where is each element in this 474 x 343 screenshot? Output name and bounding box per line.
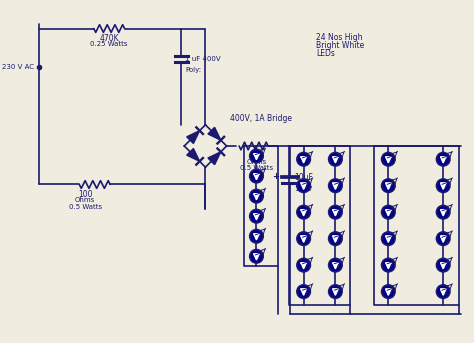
Circle shape [328, 205, 342, 219]
Text: 10uF: 10uF [294, 173, 313, 182]
Circle shape [382, 285, 395, 298]
Circle shape [328, 232, 342, 245]
Polygon shape [386, 210, 391, 216]
Circle shape [297, 285, 310, 298]
Circle shape [437, 232, 450, 245]
Polygon shape [187, 149, 200, 161]
Circle shape [250, 169, 263, 183]
Polygon shape [441, 263, 446, 269]
Polygon shape [441, 210, 446, 216]
Polygon shape [441, 184, 446, 189]
Circle shape [297, 232, 310, 245]
Polygon shape [441, 236, 446, 243]
Circle shape [250, 250, 263, 263]
Polygon shape [254, 154, 259, 160]
Text: Ohms: Ohms [246, 158, 266, 165]
Text: 0.5 Watts: 0.5 Watts [69, 204, 101, 210]
Text: 100: 100 [78, 190, 92, 199]
Polygon shape [386, 236, 391, 243]
Polygon shape [301, 263, 306, 269]
Polygon shape [333, 184, 338, 189]
Circle shape [250, 189, 263, 203]
Circle shape [250, 149, 263, 163]
Text: 470K: 470K [100, 34, 119, 43]
Polygon shape [386, 263, 391, 269]
Polygon shape [333, 157, 338, 163]
Circle shape [297, 179, 310, 192]
Circle shape [437, 179, 450, 192]
Polygon shape [254, 194, 259, 200]
Polygon shape [386, 184, 391, 189]
Polygon shape [254, 214, 259, 220]
Circle shape [297, 153, 310, 166]
Text: 1 uF 400V: 1 uF 400V [185, 56, 221, 62]
Polygon shape [301, 157, 306, 163]
Text: 230 V AC: 230 V AC [2, 64, 34, 70]
Text: Bright White: Bright White [316, 41, 365, 50]
Text: Poly:: Poly: [185, 67, 201, 73]
Circle shape [328, 153, 342, 166]
Text: +: + [273, 172, 280, 181]
Polygon shape [301, 289, 306, 295]
Text: LEDs: LEDs [316, 49, 335, 58]
Polygon shape [254, 234, 259, 240]
Circle shape [328, 179, 342, 192]
Polygon shape [301, 236, 306, 243]
Circle shape [250, 229, 263, 243]
Polygon shape [187, 131, 200, 143]
Circle shape [437, 205, 450, 219]
Text: 24 Nos High: 24 Nos High [316, 33, 363, 43]
Polygon shape [208, 152, 221, 165]
Polygon shape [301, 210, 306, 216]
Polygon shape [441, 289, 446, 295]
Circle shape [382, 205, 395, 219]
Polygon shape [208, 127, 221, 140]
Circle shape [297, 205, 310, 219]
Circle shape [250, 210, 263, 223]
Circle shape [437, 258, 450, 272]
Polygon shape [333, 210, 338, 216]
Circle shape [437, 153, 450, 166]
Polygon shape [254, 174, 259, 180]
Text: 400V, 1A Bridge: 400V, 1A Bridge [230, 114, 292, 123]
Polygon shape [333, 236, 338, 243]
Text: Ohms: Ohms [75, 197, 95, 203]
Polygon shape [441, 157, 446, 163]
Circle shape [328, 285, 342, 298]
Circle shape [382, 179, 395, 192]
Circle shape [297, 258, 310, 272]
Circle shape [382, 232, 395, 245]
Circle shape [328, 258, 342, 272]
Text: 0.25 Watts: 0.25 Watts [91, 41, 128, 47]
Circle shape [437, 285, 450, 298]
Polygon shape [254, 254, 259, 260]
Polygon shape [386, 157, 391, 163]
Polygon shape [301, 184, 306, 189]
Text: 100: 100 [249, 152, 264, 161]
Polygon shape [333, 289, 338, 295]
Circle shape [382, 258, 395, 272]
Circle shape [382, 153, 395, 166]
Text: 0.5 Watts: 0.5 Watts [240, 165, 273, 171]
Text: 160V: 160V [294, 186, 312, 192]
Polygon shape [386, 289, 391, 295]
Polygon shape [333, 263, 338, 269]
